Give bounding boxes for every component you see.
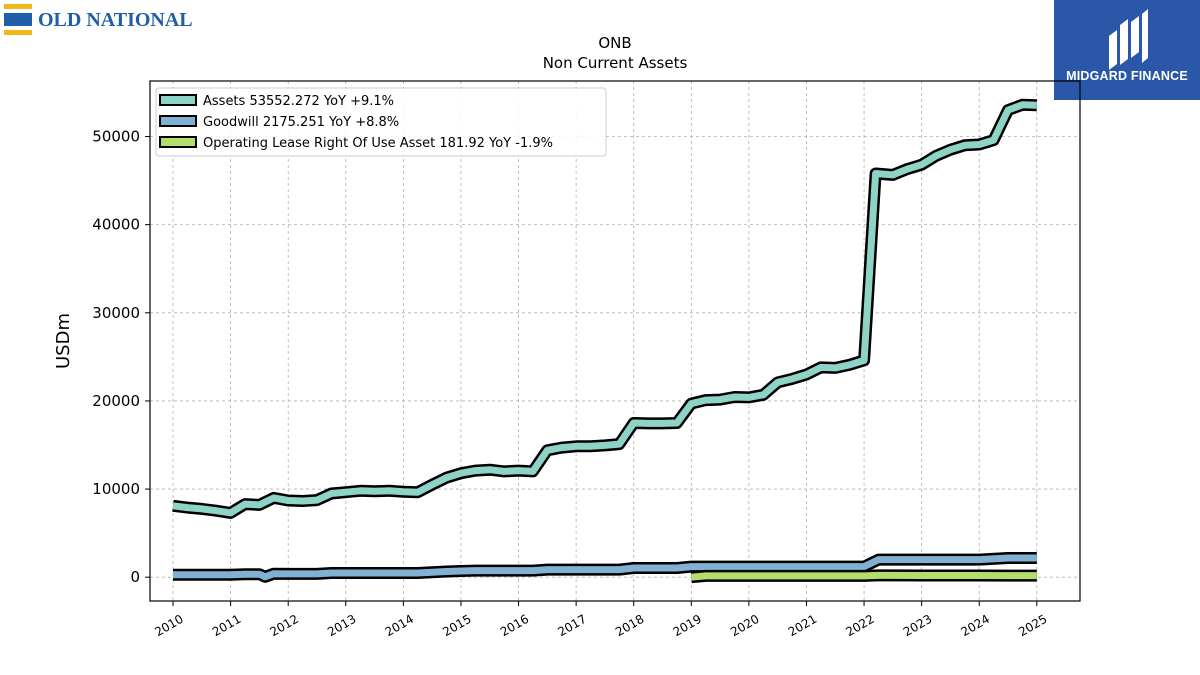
plot-frame (149, 80, 1081, 602)
legend-label: Assets 53552.272 YoY +9.1% (203, 94, 394, 109)
old-national-mark-icon: OLD NATIONAL (4, 4, 193, 35)
midgard-emblem-icon (1109, 9, 1148, 70)
old-national-logo: OLD NATIONAL (4, 4, 234, 40)
y-tick-label: 20000 (92, 392, 140, 410)
legend-swatch (159, 136, 197, 148)
x-tick-label: 2021 (786, 612, 819, 639)
x-tick-label: 2015 (440, 612, 473, 639)
legend: Assets 53552.272 YoY +9.1% Goodwill 2175.… (155, 87, 607, 157)
y-tick-label: 40000 (92, 216, 140, 234)
x-tick-label: 2013 (325, 612, 358, 639)
y-tick-label: 0 (130, 568, 140, 586)
midgard-finance-logo: MIDGARD FINANCE (1054, 0, 1200, 100)
x-tick-label: 2024 (958, 612, 991, 639)
x-tick-label: 2019 (671, 612, 704, 639)
legend-label: Operating Lease Right Of Use Asset 181.9… (203, 136, 553, 151)
series-line (690, 571, 1037, 581)
grid (150, 81, 1080, 601)
series-1 (173, 552, 1037, 583)
x-tick-label: 2023 (901, 612, 934, 639)
series-0 (172, 98, 1037, 519)
x-tick-label: 2014 (383, 612, 416, 639)
series-2 (690, 569, 1037, 584)
x-tick-label: 2018 (613, 612, 646, 639)
series-line (173, 554, 1037, 581)
x-tick-label: 2022 (843, 612, 876, 639)
x-tick-label: 2010 (152, 612, 185, 639)
series-line (172, 101, 1037, 517)
legend-box (155, 87, 607, 157)
x-tick-label: 2020 (728, 612, 761, 639)
y-tick-label: 50000 (92, 128, 140, 146)
old-national-wordmark: OLD NATIONAL (38, 9, 193, 31)
y-tick-label: 30000 (92, 304, 140, 322)
plot-series (172, 98, 1037, 584)
legend-label: Goodwill 2175.251 YoY +8.8% (203, 115, 399, 130)
chart-subtitle: Non Current Assets (543, 54, 688, 72)
x-tick-label: 2011 (210, 612, 243, 639)
x-tick-label: 2016 (498, 612, 531, 639)
x-tick-label: 2012 (267, 612, 300, 639)
legend-swatch (159, 115, 197, 127)
midgard-finance-wordmark: MIDGARD FINANCE (1066, 69, 1188, 83)
x-tick-label: 2025 (1016, 612, 1049, 639)
y-axis-label: USDm (53, 313, 74, 369)
chart-title: ONB (598, 34, 631, 52)
y-tick-label: 10000 (92, 480, 140, 498)
x-tick-label: 2017 (555, 612, 588, 639)
legend-swatch (159, 94, 197, 106)
